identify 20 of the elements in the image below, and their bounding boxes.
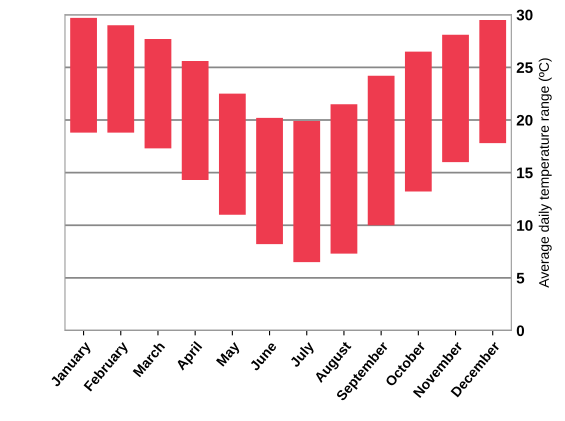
- bar: [404, 52, 432, 192]
- y-tick-label: 25: [516, 62, 533, 74]
- y-tick-label: 10: [517, 220, 533, 231]
- bar: [330, 104, 358, 254]
- y-tick-label: 20: [516, 114, 533, 126]
- y-tick-label: 5: [516, 272, 524, 284]
- y-axis-title: Average daily temperature range (ºC): [538, 58, 552, 288]
- y-tick-label: 30: [516, 10, 533, 20]
- bar: [218, 94, 246, 215]
- bar: [442, 34, 469, 162]
- bar: [293, 121, 320, 262]
- bar: [70, 18, 97, 133]
- bar: [479, 20, 506, 144]
- y-tick-label: 15: [517, 168, 533, 178]
- bar: [368, 76, 395, 226]
- bar: [256, 118, 283, 244]
- y-tick-label: 0: [516, 325, 524, 336]
- bar: [182, 61, 209, 180]
- bar: [144, 38, 172, 148]
- bar: [107, 25, 134, 133]
